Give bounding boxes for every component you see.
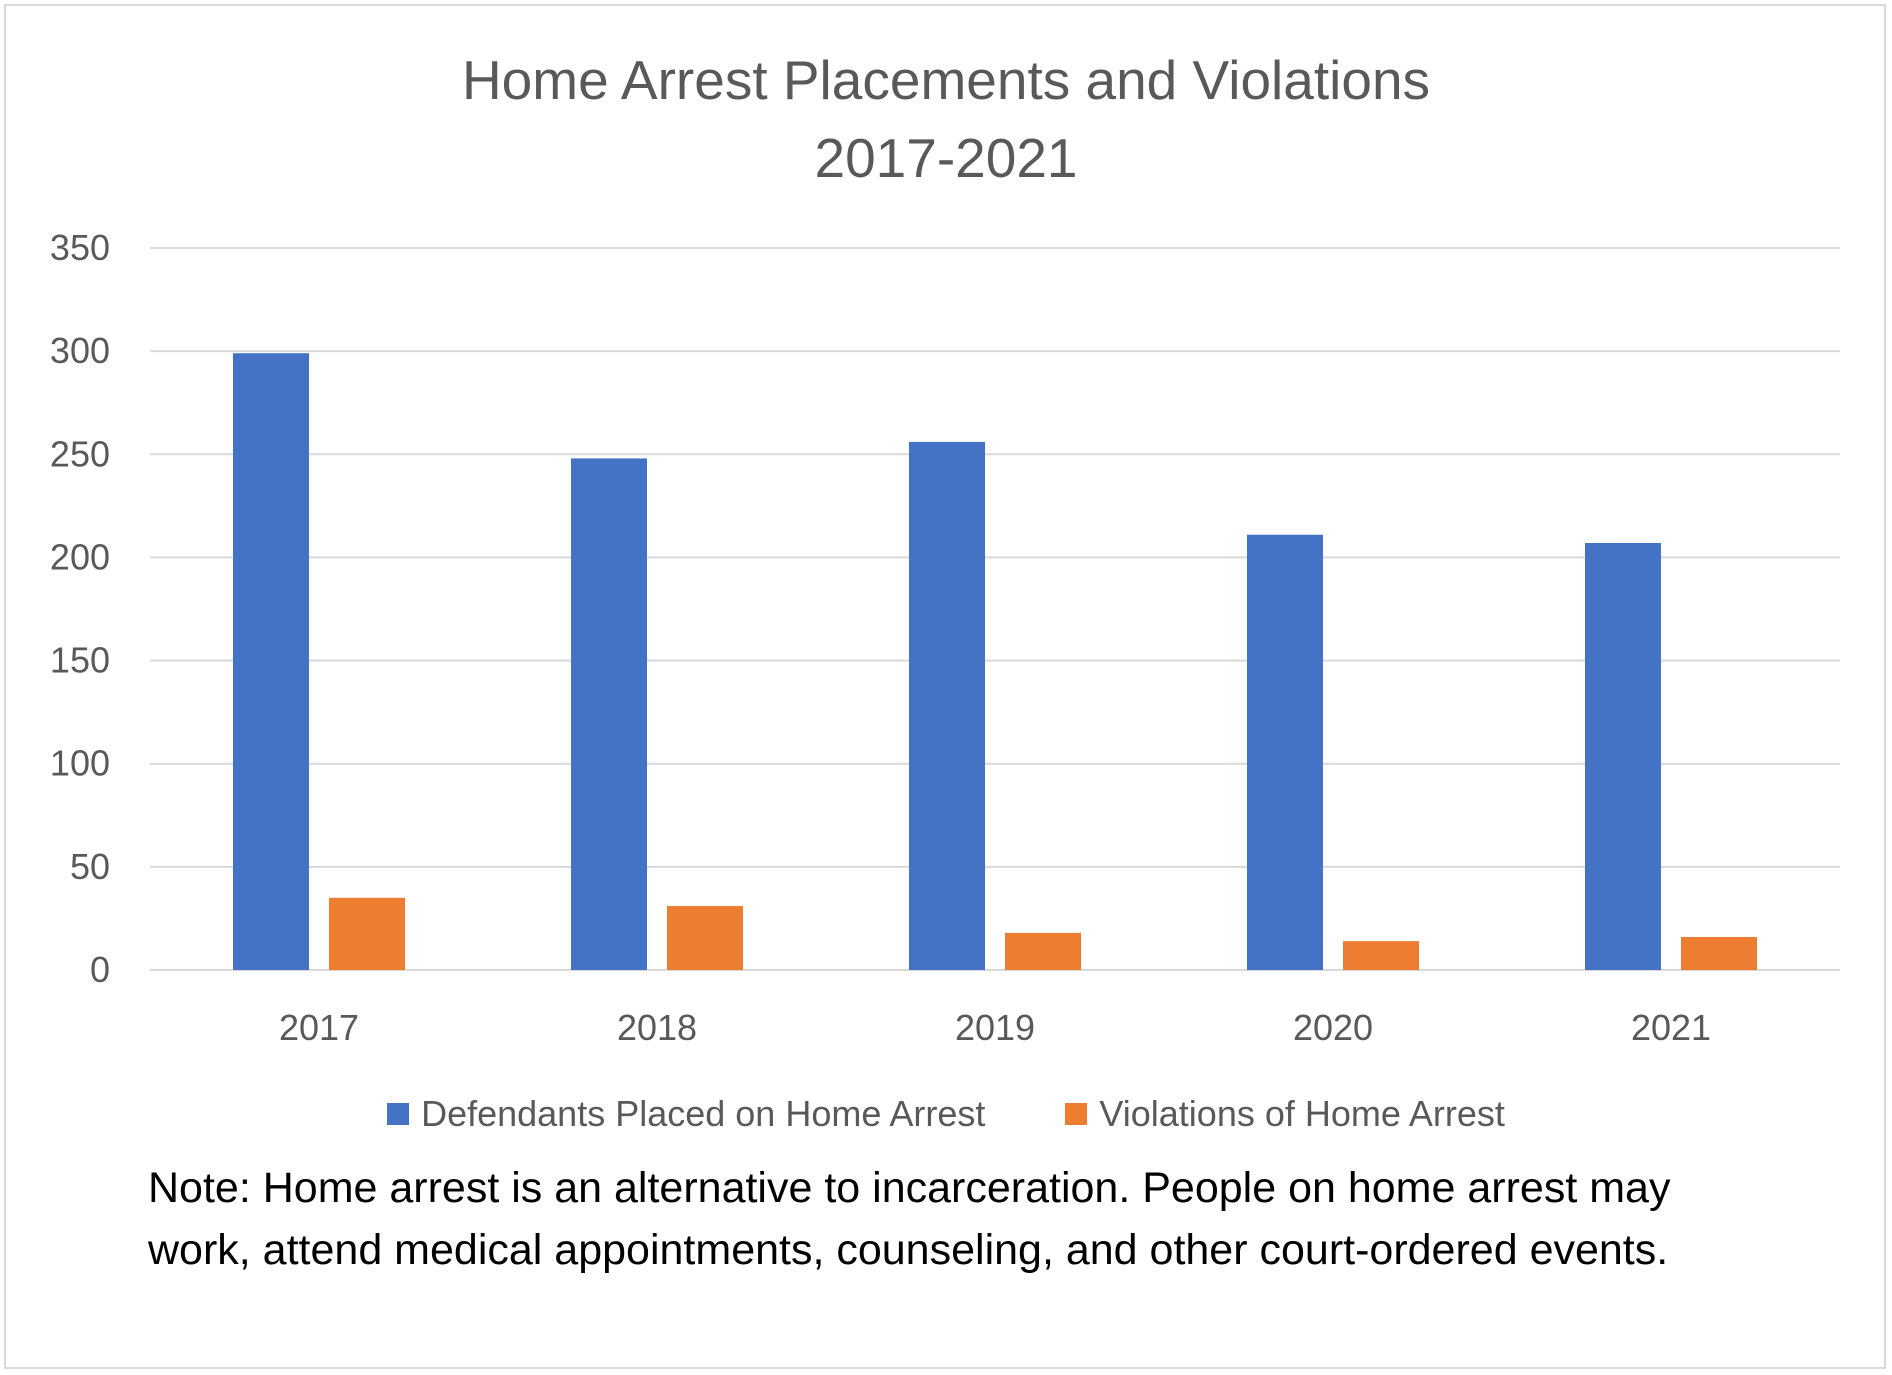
y-tick-label-200: 200 — [50, 536, 110, 577]
legend-swatch-defendants — [387, 1103, 410, 1125]
bar-defendants-2019 — [909, 441, 985, 970]
chart-title-line-1: Home Arrest Placements and Violations — [461, 49, 1431, 111]
y-tick-label-50: 50 — [70, 846, 110, 887]
chart-title-line-2: 2017-2021 — [814, 127, 1078, 189]
bar-chart: 0 50 100 150 200 250 300 350 2017 2018 2019 2020 202… — [50, 227, 1840, 1048]
x-tick-label-2019: 2019 — [955, 1007, 1035, 1048]
legend-label-defendants: Defendants Placed on Home Arrest — [421, 1093, 986, 1134]
y-tick-label-100: 100 — [50, 743, 110, 784]
legend-label-violations: Violations of Home Arrest — [1099, 1093, 1505, 1134]
x-tick-label-2017: 2017 — [279, 1007, 359, 1048]
bar-violations-2017 — [329, 897, 405, 970]
bar-violations-2020 — [1343, 941, 1419, 970]
y-tick-label-350: 350 — [50, 227, 110, 268]
note-line-2: work, attend medical appointments, couns… — [148, 1226, 1669, 1274]
y-tick-label-300: 300 — [50, 330, 110, 371]
bar-defendants-2017 — [233, 353, 309, 971]
legend-swatch-violations — [1065, 1103, 1088, 1125]
legend-item-violations: Violations of Home Arrest — [1065, 1090, 1505, 1138]
legend: Defendants Placed on Home Arrest Violati… — [0, 1090, 1892, 1138]
bar-defendants-2018 — [571, 458, 647, 970]
bar-violations-2018 — [667, 906, 743, 970]
legend-item-defendants: Defendants Placed on Home Arrest — [387, 1090, 985, 1138]
bar-defendants-2020 — [1247, 534, 1323, 970]
x-tick-label-2018: 2018 — [617, 1007, 697, 1048]
bar-defendants-2021 — [1585, 542, 1661, 970]
note-line-1: Note: Home arrest is an alternative to i… — [148, 1164, 1671, 1212]
bar-violations-2019 — [1005, 932, 1081, 970]
y-tick-label-0: 0 — [90, 949, 110, 990]
bar-violations-2021 — [1681, 936, 1757, 970]
note: Note: Home arrest is an alternative to i… — [148, 1157, 1848, 1281]
y-tick-label-150: 150 — [50, 640, 110, 681]
y-tick-label-250: 250 — [50, 433, 110, 474]
x-tick-label-2020: 2020 — [1293, 1007, 1373, 1048]
x-tick-label-2021: 2021 — [1631, 1007, 1711, 1048]
